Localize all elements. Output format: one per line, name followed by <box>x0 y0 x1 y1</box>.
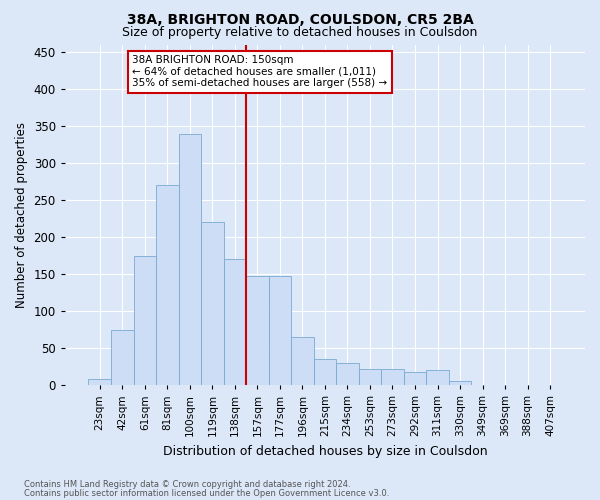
Bar <box>201 222 224 385</box>
Bar <box>314 359 336 385</box>
Text: 38A BRIGHTON ROAD: 150sqm
← 64% of detached houses are smaller (1,011)
35% of se: 38A BRIGHTON ROAD: 150sqm ← 64% of detac… <box>133 55 388 88</box>
Bar <box>246 276 269 385</box>
Bar <box>88 379 111 385</box>
Bar <box>111 330 134 385</box>
Bar <box>156 186 179 385</box>
Bar <box>336 363 359 385</box>
Bar <box>426 370 449 385</box>
Text: Size of property relative to detached houses in Coulsdon: Size of property relative to detached ho… <box>122 26 478 39</box>
Bar <box>224 260 246 385</box>
Bar <box>134 256 156 385</box>
Bar <box>359 369 381 385</box>
Text: Contains HM Land Registry data © Crown copyright and database right 2024.: Contains HM Land Registry data © Crown c… <box>24 480 350 489</box>
Bar <box>269 276 291 385</box>
Bar <box>404 372 426 385</box>
Bar <box>179 134 201 385</box>
Bar <box>291 337 314 385</box>
Text: Contains public sector information licensed under the Open Government Licence v3: Contains public sector information licen… <box>24 488 389 498</box>
Bar <box>449 382 471 385</box>
Y-axis label: Number of detached properties: Number of detached properties <box>15 122 28 308</box>
Bar <box>381 369 404 385</box>
Text: 38A, BRIGHTON ROAD, COULSDON, CR5 2BA: 38A, BRIGHTON ROAD, COULSDON, CR5 2BA <box>127 12 473 26</box>
X-axis label: Distribution of detached houses by size in Coulsdon: Distribution of detached houses by size … <box>163 444 487 458</box>
